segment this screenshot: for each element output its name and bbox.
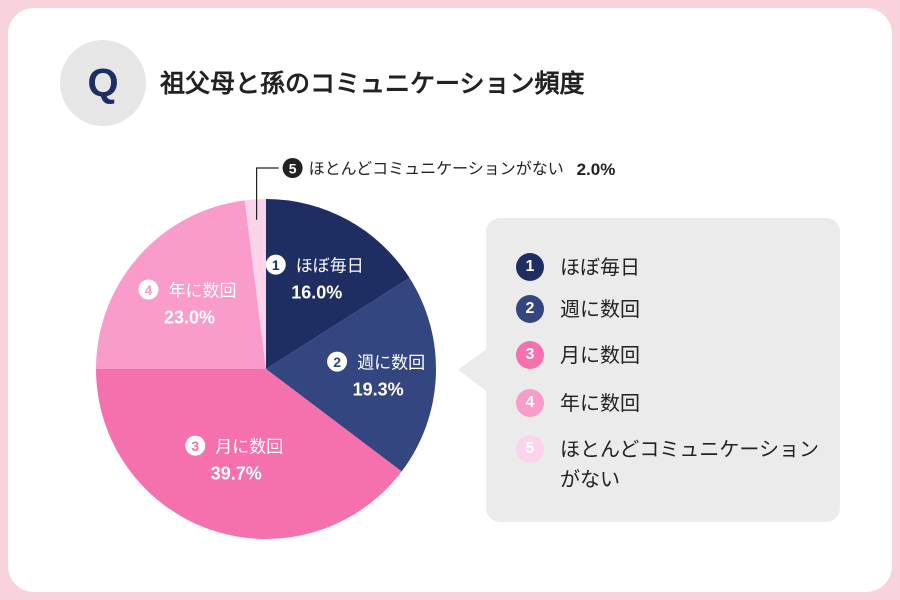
legend-label-4: 年に数回 [560, 391, 640, 415]
legend-item-3: 3 月に数回 [516, 340, 830, 370]
slice-value-label-1: 16.0% [291, 283, 342, 303]
legend-label-1: ほぼ毎日 [560, 255, 640, 279]
legend-pointer [458, 348, 488, 392]
question-badge: Q [60, 40, 146, 126]
slice-value-label-2: 19.3% [353, 380, 404, 400]
slice-value-label-3: 39.7% [211, 464, 262, 484]
legend-item-2: 2 週に数回 [516, 294, 830, 324]
pie-slice-4 [96, 200, 266, 369]
callout-leader-line [256, 167, 279, 220]
legend-number-5: 5 [516, 435, 544, 463]
legend-label-2: 週に数回 [560, 297, 640, 321]
slice-number-badge-4 [138, 279, 159, 300]
legend-number-1: 1 [516, 253, 544, 281]
slice-number-badge-3 [185, 435, 206, 456]
pie-slice-2 [266, 277, 436, 472]
slice-category-label-3: 月に数回 [215, 438, 283, 458]
slice-label-4: 4 年に数回 23.0% [138, 279, 236, 328]
legend-label-3: 月に数回 [560, 343, 640, 367]
callout-number-badge-5 [282, 158, 303, 178]
pie-slice-5 [244, 199, 266, 369]
slice-number-badge-2 [327, 351, 348, 372]
legend-number-3: 3 [516, 341, 544, 369]
slice-number-3: 3 [191, 438, 199, 454]
legend-item-4: 4 年に数回 [516, 388, 830, 418]
slice-label-1: 1 ほぼ毎日 16.0% [265, 254, 364, 303]
slice-label-2: 2 週に数回 19.3% [327, 351, 425, 400]
legend-item-5: 5 ほとんどコミュニケーションがない [516, 434, 830, 494]
pie-slice-3 [96, 369, 402, 540]
slice-value-label-4: 23.0% [164, 308, 215, 328]
slice-number-1: 1 [272, 257, 280, 273]
legend-number-2: 2 [516, 295, 544, 323]
legend-label-5: ほとんどコミュニケーションがない [560, 437, 819, 491]
callout-label-5: ほとんどコミュニケーションがない [309, 159, 564, 178]
slice-category-label-1: ほぼ毎日 [296, 257, 364, 277]
slice-number-badge-1 [265, 254, 286, 275]
slice-number-2: 2 [333, 354, 341, 370]
slice-number-4: 4 [145, 282, 153, 298]
slice-label-3: 3 月に数回 39.7% [185, 435, 283, 484]
legend-box: 1 ほぼ毎日 2 週に数回 3 月に数回 4 年に数回 5 ほとんどコミュニケー… [486, 218, 840, 522]
callout-number-5: 5 [289, 161, 297, 177]
slice-category-label-4: 年に数回 [168, 282, 236, 302]
pie-slice-1 [266, 199, 410, 369]
legend-item-1: 1 ほぼ毎日 [516, 252, 830, 282]
legend-number-4: 4 [516, 389, 544, 417]
slice-category-label-2: 週に数回 [357, 354, 425, 374]
chart-title: 祖父母と孫のコミュニケーション頻度 [160, 69, 585, 98]
callout-value-5: 2.0% [577, 160, 616, 179]
